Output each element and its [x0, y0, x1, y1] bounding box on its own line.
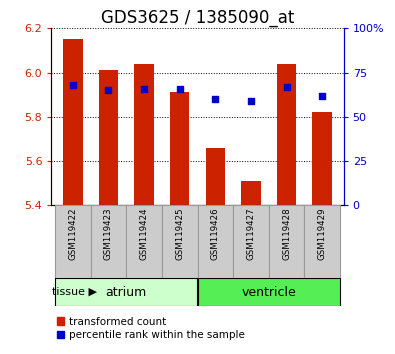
Bar: [99, 70, 118, 205]
Point: [70, 82, 76, 88]
Point: [319, 93, 325, 98]
FancyBboxPatch shape: [198, 205, 233, 278]
Legend: transformed count, percentile rank within the sample: transformed count, percentile rank withi…: [56, 317, 245, 341]
Text: tissue ▶: tissue ▶: [52, 287, 97, 297]
Point: [141, 86, 147, 91]
Bar: [198, 278, 340, 306]
FancyBboxPatch shape: [162, 205, 198, 278]
FancyBboxPatch shape: [90, 205, 126, 278]
Bar: [241, 181, 261, 205]
FancyBboxPatch shape: [126, 205, 162, 278]
Title: GDS3625 / 1385090_at: GDS3625 / 1385090_at: [101, 9, 294, 27]
Bar: [63, 39, 83, 205]
Text: GSM119426: GSM119426: [211, 207, 220, 260]
FancyBboxPatch shape: [55, 205, 90, 278]
Text: ventricle: ventricle: [241, 286, 296, 298]
FancyBboxPatch shape: [269, 205, 305, 278]
Point: [284, 84, 290, 90]
Point: [177, 86, 183, 91]
FancyBboxPatch shape: [233, 205, 269, 278]
Text: GSM119423: GSM119423: [104, 207, 113, 260]
FancyBboxPatch shape: [305, 205, 340, 278]
Bar: [277, 64, 296, 205]
Bar: [205, 148, 225, 205]
Bar: [134, 64, 154, 205]
Text: GSM119425: GSM119425: [175, 207, 184, 260]
Text: GSM119422: GSM119422: [68, 207, 77, 260]
Bar: [170, 92, 190, 205]
Text: GSM119424: GSM119424: [139, 207, 149, 260]
Point: [212, 96, 218, 102]
Point: [105, 87, 111, 93]
Bar: [55, 278, 198, 306]
Bar: [312, 113, 332, 205]
Text: GSM119428: GSM119428: [282, 207, 291, 260]
Point: [248, 98, 254, 104]
Text: GSM119429: GSM119429: [318, 207, 327, 260]
Text: atrium: atrium: [105, 286, 147, 298]
Text: GSM119427: GSM119427: [246, 207, 256, 260]
